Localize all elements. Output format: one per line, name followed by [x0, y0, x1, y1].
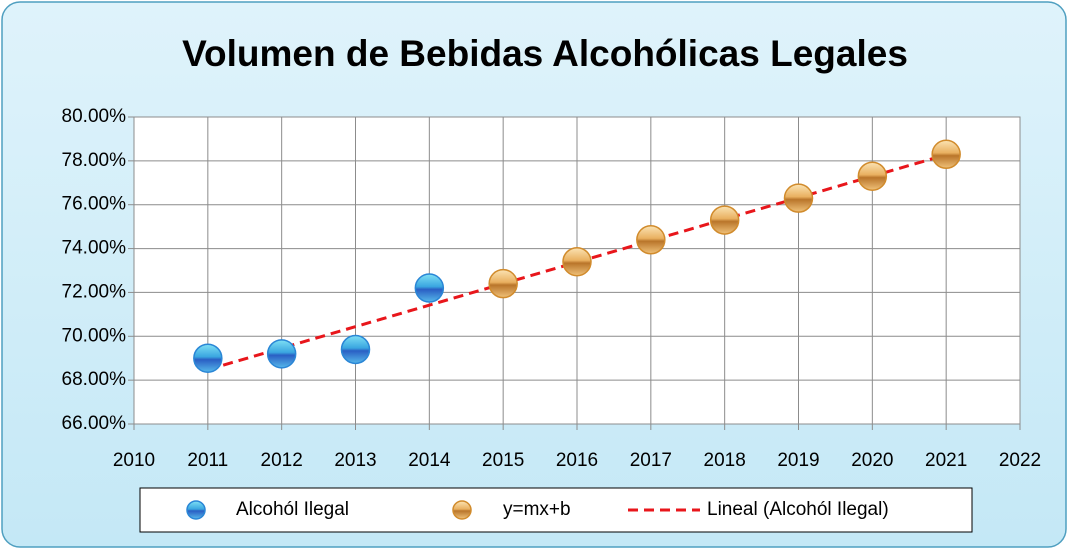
x-tick-label: 2019	[777, 450, 819, 471]
legend-label: y=mx+b	[503, 499, 571, 520]
plot-border	[133, 116, 1021, 425]
marker	[783, 183, 814, 213]
marker	[709, 205, 740, 235]
x-tick-label: 2014	[408, 450, 451, 471]
legend-marker	[186, 500, 206, 520]
marker	[562, 246, 592, 277]
y-tick-label: 68.00%	[62, 369, 127, 390]
x-tick-label: 2018	[704, 450, 746, 471]
marker	[857, 161, 888, 191]
y-tick-label: 70.00%	[62, 325, 127, 346]
x-tick-label: 2017	[630, 450, 672, 471]
marker	[414, 273, 445, 303]
y-tick-label: 76.00%	[62, 194, 127, 215]
x-tick-label: 2016	[556, 450, 598, 471]
legend-label: Lineal (Alcohól Ilegal)	[707, 499, 889, 520]
x-tick-label: 2012	[261, 450, 303, 471]
y-tick-label: 80.00%	[62, 106, 127, 127]
x-tick-label: 2013	[334, 450, 376, 471]
y-tick-label: 74.00%	[62, 238, 127, 259]
marker	[193, 343, 223, 373]
x-tick-label: 2020	[851, 450, 893, 471]
marker	[931, 139, 961, 170]
x-tick-label: 2011	[187, 450, 228, 471]
x-tick-label: 2021	[925, 450, 967, 471]
y-tick-label: 78.00%	[62, 150, 127, 171]
y-tick-label: 66.00%	[62, 413, 127, 434]
x-tick-label: 2015	[482, 450, 524, 471]
y-tick-label: 72.00%	[62, 281, 127, 302]
marker	[636, 225, 666, 255]
legend	[139, 487, 973, 533]
chart-title: Volumen de Bebidas Alcohólicas Legales	[182, 33, 908, 74]
legend-marker	[452, 500, 472, 520]
marker	[266, 339, 297, 369]
marker	[340, 334, 371, 365]
marker	[488, 268, 518, 299]
x-tick-label: 2022	[999, 450, 1041, 471]
legend-label: Alcohól Ilegal	[236, 499, 349, 520]
x-tick-label: 2010	[113, 450, 155, 471]
